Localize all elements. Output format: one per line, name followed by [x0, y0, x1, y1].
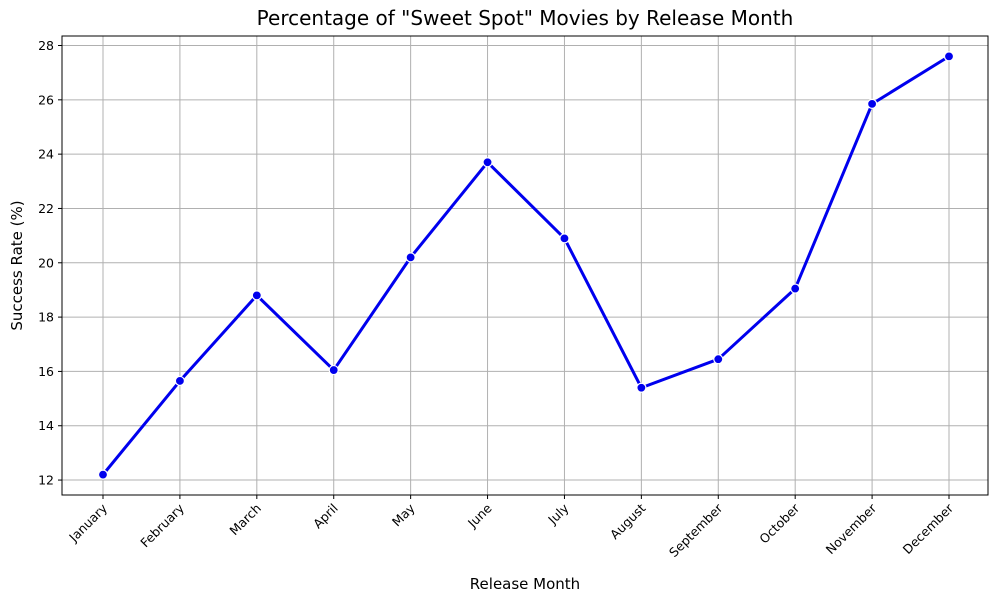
- series-polyline: [101, 54, 951, 477]
- y-tick-label: 20: [38, 255, 54, 270]
- data-point-june: [482, 157, 493, 168]
- series-line: [101, 54, 951, 477]
- y-tick-label: 16: [38, 364, 54, 379]
- y-tick-label: 24: [38, 147, 54, 162]
- data-point-august: [636, 382, 647, 393]
- data-point-may: [405, 252, 416, 263]
- data-point-april: [328, 364, 339, 376]
- y-tick-label: 18: [38, 310, 54, 325]
- y-tick-label: 12: [38, 473, 54, 488]
- grid: [62, 36, 988, 495]
- data-point-march: [251, 290, 262, 301]
- y-tick-label: 14: [38, 418, 54, 433]
- data-points: [97, 51, 955, 480]
- data-point-july: [559, 233, 570, 244]
- plot-frame: [61, 35, 989, 496]
- data-point-september: [713, 354, 724, 365]
- y-tick-label: 22: [38, 201, 54, 216]
- y-axis-ticks: 12 14 16 18 20 22 24 26 28: [38, 38, 62, 488]
- data-point-february: [174, 375, 186, 387]
- chart-title: Percentage of "Sweet Spot" Movies by Rel…: [257, 6, 794, 30]
- y-tick-label: 26: [38, 92, 54, 107]
- x-axis-label: Release Month: [470, 575, 580, 593]
- data-point-november: [866, 98, 878, 109]
- data-point-december: [943, 51, 955, 62]
- data-point-january: [97, 469, 109, 480]
- data-point-october: [790, 283, 801, 294]
- y-tick-label: 28: [38, 38, 54, 53]
- y-axis-label: Success Rate (%): [8, 200, 26, 330]
